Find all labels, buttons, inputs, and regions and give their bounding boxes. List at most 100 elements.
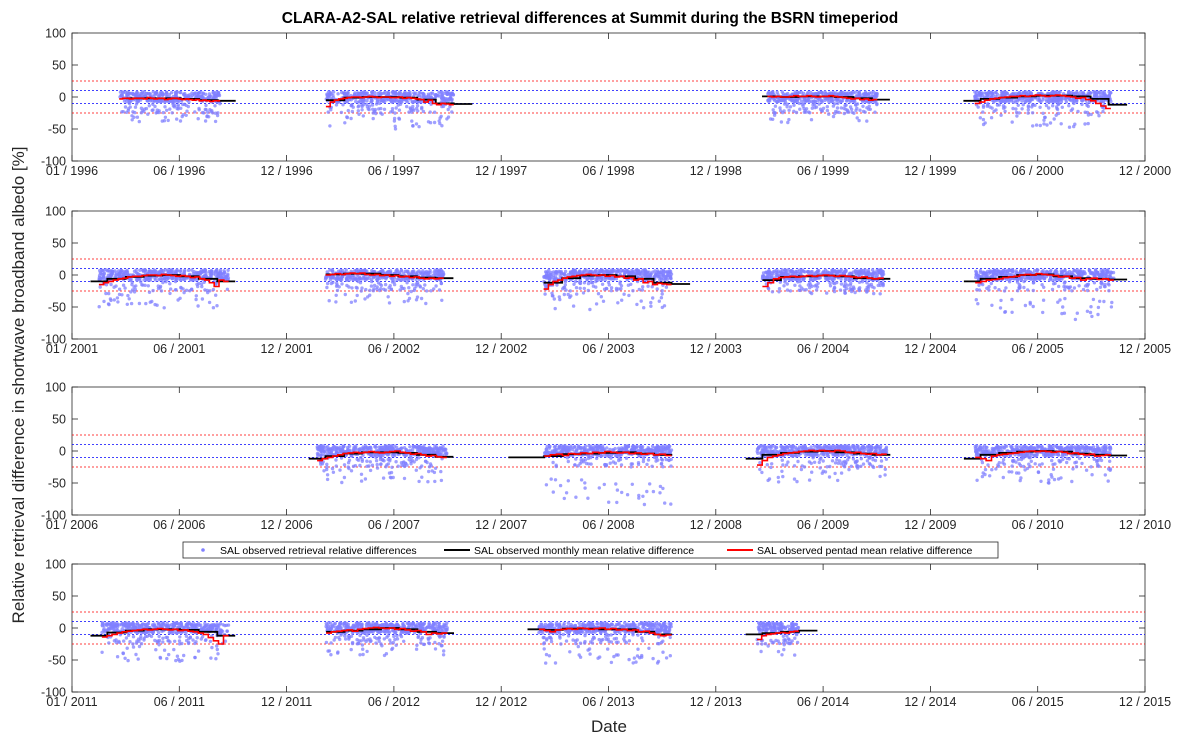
data-point <box>1010 310 1014 314</box>
data-point <box>340 282 344 286</box>
data-point <box>446 107 450 112</box>
data-point <box>599 295 603 299</box>
pentad-mean-line <box>98 273 229 288</box>
x-tick-label: 06 / 1998 <box>582 164 634 178</box>
data-point <box>1081 269 1085 274</box>
data-point <box>153 104 157 109</box>
data-point <box>620 298 624 302</box>
data-point <box>1024 100 1028 104</box>
data-point <box>1031 124 1035 128</box>
data-point <box>1041 298 1046 302</box>
data-point <box>325 462 329 466</box>
data-point <box>138 268 142 272</box>
data-point <box>399 99 403 104</box>
x-tick-label: 12 / 2003 <box>690 342 742 356</box>
plot-area <box>71 32 1146 162</box>
x-tick-label: 06 / 2004 <box>797 342 849 356</box>
x-tick-label: 06 / 2000 <box>1012 164 1064 178</box>
data-point <box>98 285 102 289</box>
data-point <box>211 287 216 292</box>
data-point <box>359 479 364 483</box>
data-point <box>356 100 361 104</box>
data-point <box>630 270 635 274</box>
data-point <box>810 99 814 104</box>
data-point <box>150 271 154 275</box>
data-point <box>792 103 796 107</box>
data-point <box>804 288 808 292</box>
data-point <box>858 108 862 112</box>
data-point <box>976 105 980 109</box>
data-point <box>203 119 208 123</box>
data-point <box>134 102 139 106</box>
data-point <box>345 115 350 120</box>
data-point <box>386 462 390 466</box>
data-point <box>572 272 576 276</box>
data-point <box>436 271 440 276</box>
data-point <box>396 464 400 468</box>
data-point <box>843 284 847 289</box>
data-point <box>589 280 593 285</box>
data-point <box>812 102 817 107</box>
data-point <box>200 297 205 301</box>
data-point <box>120 90 125 94</box>
data-point <box>777 290 781 294</box>
data-point <box>121 283 126 287</box>
data-point <box>156 284 160 288</box>
data-point <box>102 299 106 304</box>
data-point <box>572 282 576 286</box>
data-point <box>345 278 349 282</box>
data-point <box>417 269 421 273</box>
data-point <box>406 270 410 274</box>
data-point <box>563 269 568 274</box>
data-point <box>1001 106 1006 110</box>
data-point <box>441 104 446 109</box>
data-point <box>402 299 406 304</box>
data-point <box>1020 99 1024 103</box>
data-point <box>620 490 624 495</box>
data-point <box>207 300 212 305</box>
data-point <box>631 289 635 293</box>
data-point <box>1038 99 1042 104</box>
data-point <box>349 300 354 304</box>
data-point <box>591 284 596 288</box>
data-point <box>794 99 798 104</box>
data-point <box>602 482 606 487</box>
data-point <box>797 90 801 95</box>
data-point <box>1003 310 1008 314</box>
data-point <box>223 271 227 275</box>
data-point <box>196 304 200 308</box>
data-point <box>619 463 624 467</box>
data-point <box>106 302 111 306</box>
data-point <box>147 270 151 275</box>
data-point <box>973 90 977 94</box>
data-point <box>342 475 347 480</box>
data-point <box>421 92 426 96</box>
data-point <box>1024 269 1029 274</box>
data-point <box>194 297 198 302</box>
data-point <box>167 92 172 97</box>
data-point <box>854 108 858 113</box>
data-point <box>563 283 567 287</box>
data-point <box>204 103 208 108</box>
season <box>542 268 691 312</box>
data-point <box>209 272 213 276</box>
season <box>90 268 236 310</box>
data-point <box>134 271 139 275</box>
data-point <box>583 481 587 485</box>
data-point <box>382 287 386 291</box>
data-point <box>120 93 125 97</box>
data-point <box>429 289 433 293</box>
data-point <box>120 272 124 276</box>
data-point <box>985 286 989 290</box>
data-point <box>993 286 997 290</box>
data-point <box>861 104 865 109</box>
data-point <box>976 273 980 278</box>
data-point <box>199 90 203 95</box>
data-point <box>841 90 845 95</box>
data-point <box>1063 296 1067 301</box>
data-point <box>1109 99 1113 104</box>
data-point <box>115 296 120 300</box>
data-point <box>370 103 375 107</box>
data-point <box>197 281 201 286</box>
data-point <box>1072 91 1076 96</box>
